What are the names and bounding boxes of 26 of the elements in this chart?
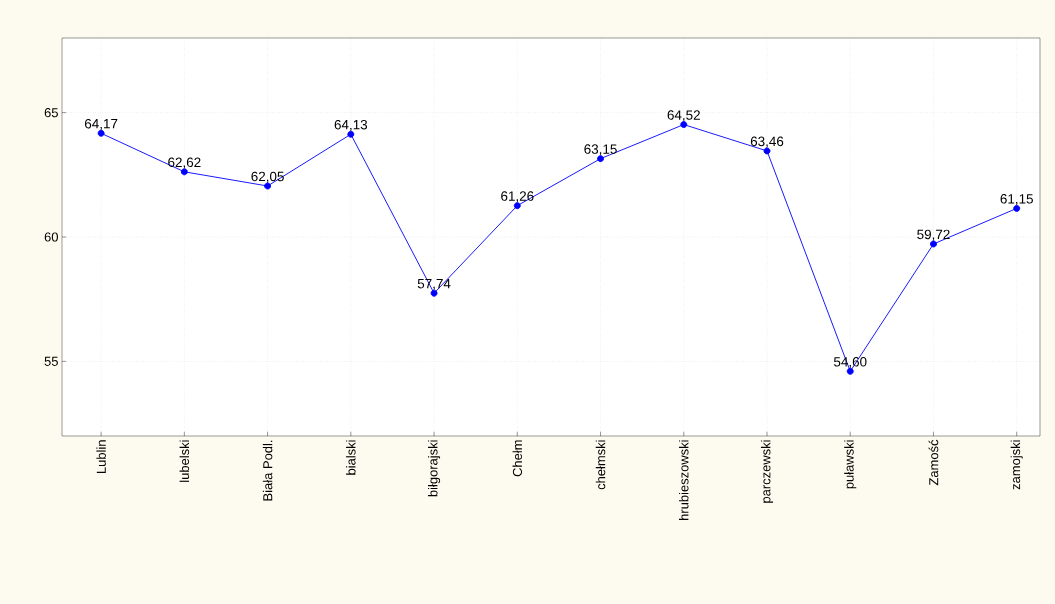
data-label: 64,17 <box>84 118 118 131</box>
x-tick-label: zamojski <box>1010 440 1023 490</box>
data-label: 62,05 <box>251 171 284 183</box>
x-tick-label: biłgorajski <box>428 440 441 497</box>
data-label: 59,72 <box>917 229 950 241</box>
x-tick-label: lubelski <box>179 440 190 482</box>
x-tick-label: Chełm <box>512 440 523 477</box>
data-label: 64,52 <box>667 110 700 122</box>
data-label: 54,60 <box>833 357 867 369</box>
x-tick-label: chełmski <box>595 440 606 490</box>
data-label: 63,46 <box>750 136 784 148</box>
y-tick-label: 65 <box>44 108 58 118</box>
x-tick-label: hrubieszowski <box>679 440 689 520</box>
data-label: 61,15 <box>1000 194 1033 206</box>
data-label: 63,15 <box>584 144 617 156</box>
x-tick-label: Lublin <box>96 440 106 474</box>
x-tick-label: parczewski <box>760 440 774 503</box>
data-label: 64,13 <box>334 119 368 132</box>
y-tick-label: 55 <box>44 356 58 366</box>
data-label: 61,26 <box>501 191 534 203</box>
y-tick-label: 60 <box>44 232 58 242</box>
x-tick-label: bialski <box>346 440 356 475</box>
data-label: 62,62 <box>168 157 201 169</box>
x-tick-label: Zamość <box>928 439 939 486</box>
x-tick-label: puławski <box>844 440 857 489</box>
x-tick-label: Biała Podl. <box>262 440 273 501</box>
